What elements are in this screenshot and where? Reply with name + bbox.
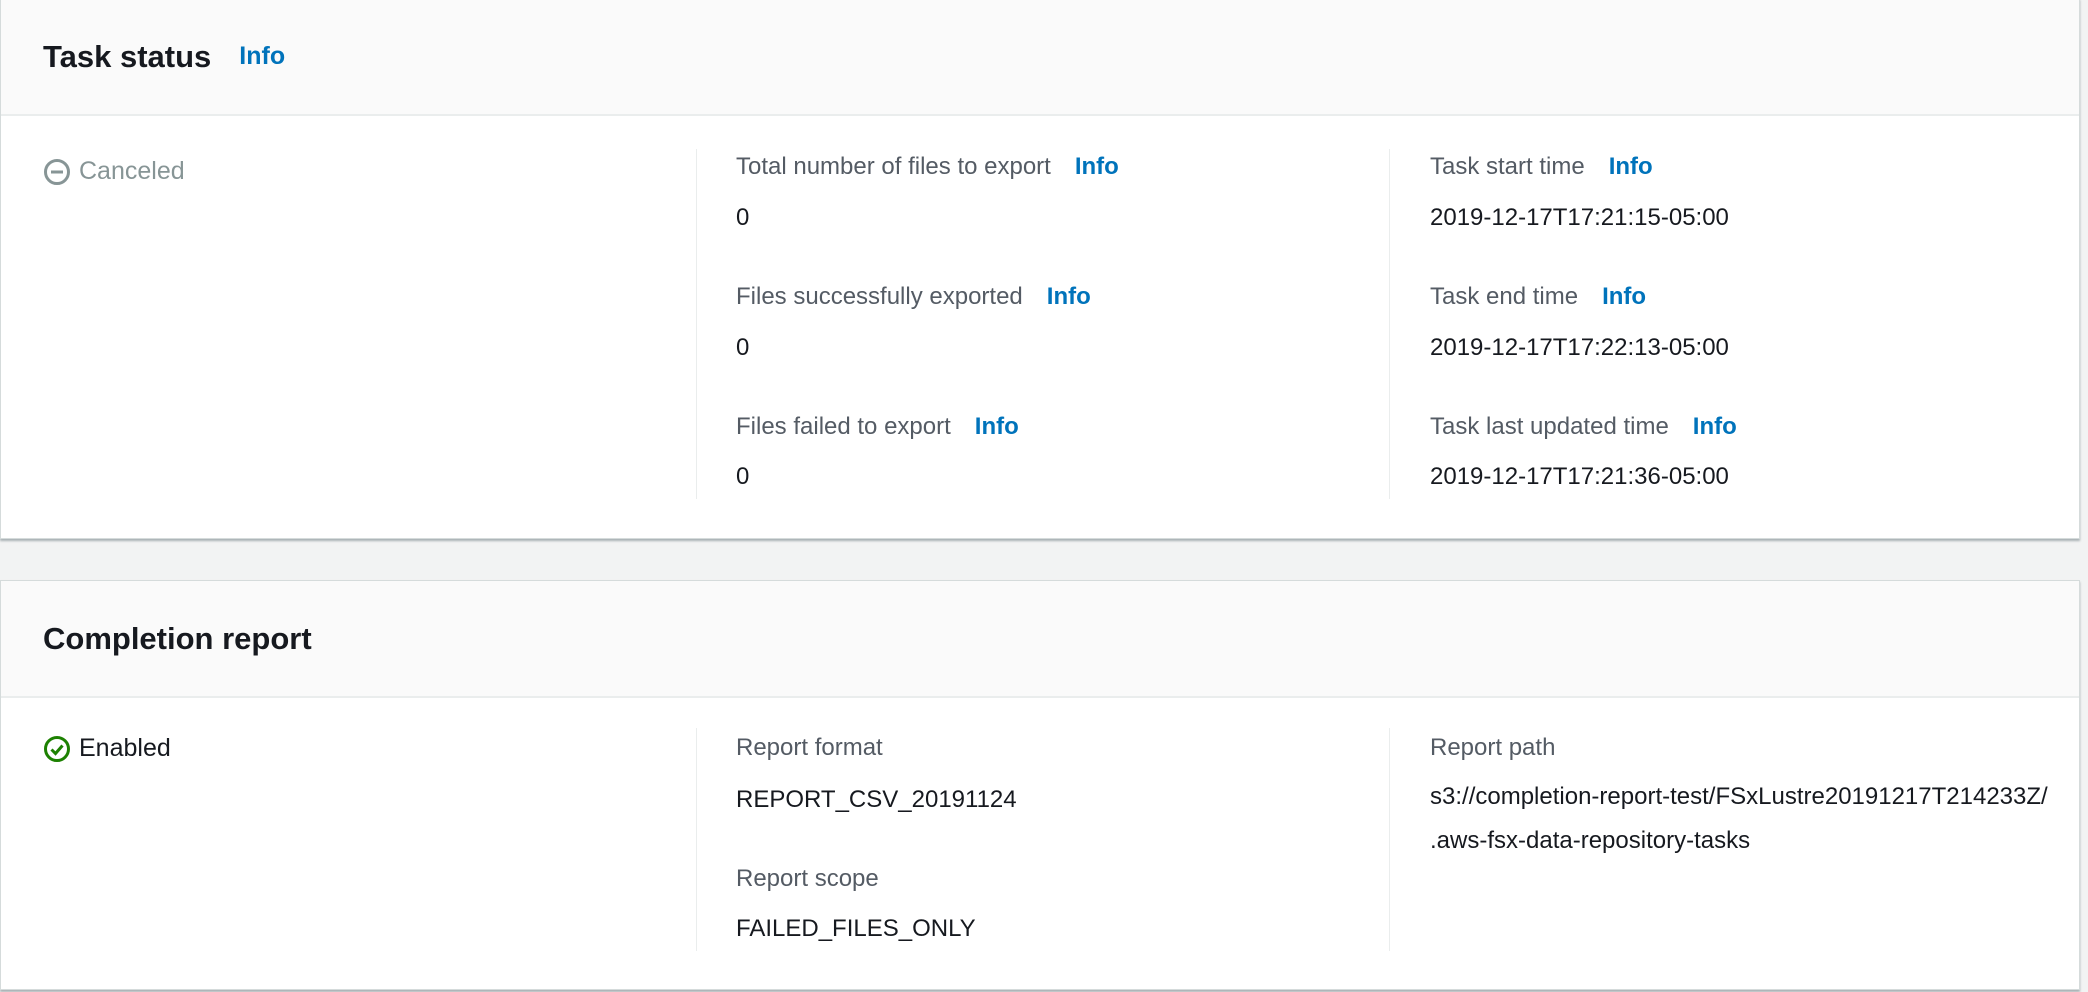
completion-report-panel: Completion report Enabled Report format … bbox=[0, 580, 2080, 990]
report-path-value: s3://completion-report-test/FSxLustre201… bbox=[1430, 775, 2050, 863]
info-link[interactable]: Info bbox=[239, 42, 286, 70]
panel-header: Task status Info bbox=[1, 0, 2079, 116]
field-value: FAILED_FILES_ONLY bbox=[736, 915, 976, 942]
info-link[interactable]: Info bbox=[1608, 153, 1653, 180]
task-status-panel: Task status Info Canceled Total number o… bbox=[0, 0, 2080, 539]
status-canceled: Canceled bbox=[43, 157, 185, 186]
field-value: 2019-12-17T17:22:13-05:00 bbox=[1430, 334, 1729, 361]
field-value: 2019-12-17T17:21:15-05:00 bbox=[1430, 204, 1729, 231]
field-label: Files successfully exported Info bbox=[736, 283, 1091, 311]
path-text: s3://completion-report-test/FSxLustre201… bbox=[1430, 783, 2048, 854]
minus-circle-icon bbox=[44, 158, 70, 185]
label-text: Files failed to export bbox=[736, 413, 951, 440]
status-enabled: Enabled bbox=[43, 734, 171, 763]
field-value: 0 bbox=[736, 463, 750, 490]
field-label: Total number of files to export Info bbox=[736, 153, 1119, 181]
column-divider bbox=[1389, 728, 1390, 951]
label-text: Total number of files to export bbox=[736, 153, 1051, 180]
info-link[interactable]: Info bbox=[1046, 283, 1091, 310]
panel-title: Completion report bbox=[43, 620, 312, 656]
column-divider bbox=[1389, 149, 1390, 499]
panel-header: Completion report bbox=[1, 581, 2079, 698]
info-link[interactable]: Info bbox=[974, 413, 1019, 440]
label-text: Task end time bbox=[1430, 283, 1579, 310]
field-value: 0 bbox=[736, 334, 750, 361]
info-link[interactable]: Info bbox=[1692, 413, 1737, 440]
field-label: Report path bbox=[1430, 734, 1556, 761]
field-value: 0 bbox=[736, 204, 750, 231]
field-value: 2019-12-17T17:21:36-05:00 bbox=[1430, 463, 1729, 490]
field-label: Report scope bbox=[736, 865, 879, 892]
field-value: REPORT_CSV_20191124 bbox=[736, 786, 1017, 813]
field-label: Task end time Info bbox=[1430, 283, 1646, 311]
status-label: Canceled bbox=[79, 157, 185, 185]
panel-title: Task status bbox=[43, 38, 212, 74]
field-label: Task last updated time Info bbox=[1430, 413, 1737, 441]
status-label: Enabled bbox=[79, 734, 171, 762]
label-text: Task start time bbox=[1430, 153, 1585, 180]
column-divider bbox=[696, 149, 697, 499]
check-circle-icon bbox=[44, 735, 70, 762]
info-link[interactable]: Info bbox=[1074, 153, 1119, 180]
column-divider bbox=[696, 728, 697, 951]
label-text: Files successfully exported bbox=[736, 283, 1023, 310]
info-link[interactable]: Info bbox=[1602, 283, 1647, 310]
field-label: Files failed to export Info bbox=[736, 413, 1019, 441]
field-label: Report format bbox=[736, 734, 883, 761]
field-label: Task start time Info bbox=[1430, 153, 1653, 181]
label-text: Task last updated time bbox=[1430, 413, 1669, 440]
